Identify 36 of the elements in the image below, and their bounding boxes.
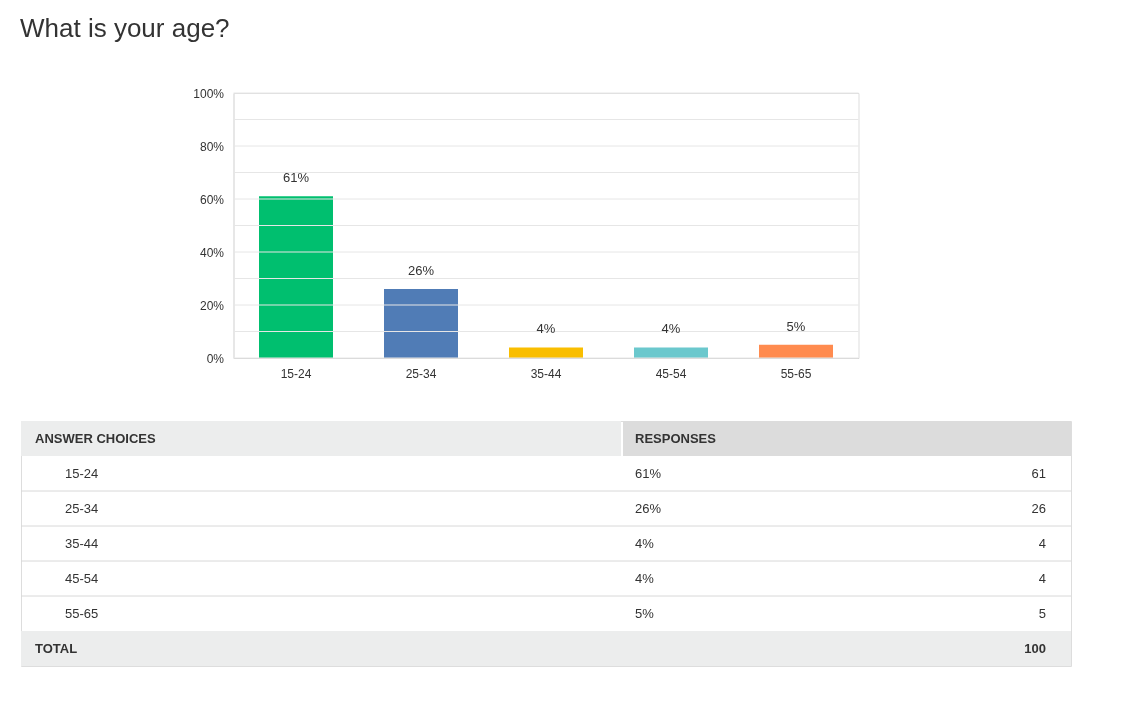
category-label: 25-34 [65, 500, 99, 516]
category-label: 45-54 [65, 570, 99, 586]
y-tick-label: 60% [199, 192, 225, 207]
y-tick-label: 100% [193, 86, 225, 101]
text: RESPONSES [635, 430, 717, 446]
y-tick-label: 20% [199, 298, 225, 313]
data-label: 4% [536, 321, 556, 337]
y-tick-label: 0% [206, 351, 225, 366]
data-label: 4% [661, 321, 681, 337]
chart-title: What is your age? [20, 12, 230, 43]
data-label: 61% [282, 170, 310, 186]
text: 61% [635, 465, 662, 481]
text: 100 [1024, 640, 1046, 656]
x-tick-label: 35-44 [530, 366, 562, 381]
text: 5 [1038, 605, 1046, 621]
text: 4% [635, 570, 654, 586]
text: 61 [1031, 465, 1046, 481]
text: 26 [1031, 500, 1046, 516]
text: 5% [635, 605, 654, 621]
category-label: 55-65 [65, 605, 99, 621]
x-tick-label: 55-65 [780, 366, 812, 381]
text: 26% [635, 500, 662, 516]
x-tick-label: 15-24 [280, 366, 312, 381]
x-tick-label: 25-34 [405, 366, 437, 381]
y-tick-label: 80% [199, 139, 225, 154]
x-tick-label: 45-54 [655, 366, 687, 381]
text: ANSWER CHOICES [35, 430, 156, 446]
text: 4 [1038, 535, 1046, 551]
y-tick-label: 40% [199, 245, 225, 260]
text: 4% [635, 535, 654, 551]
category-label: 35-44 [65, 535, 99, 551]
category-label: 15-24 [65, 465, 99, 481]
text: TOTAL [35, 640, 78, 656]
data-label: 5% [786, 318, 806, 334]
data-label: 26% [407, 263, 435, 279]
text: 4 [1038, 570, 1046, 586]
